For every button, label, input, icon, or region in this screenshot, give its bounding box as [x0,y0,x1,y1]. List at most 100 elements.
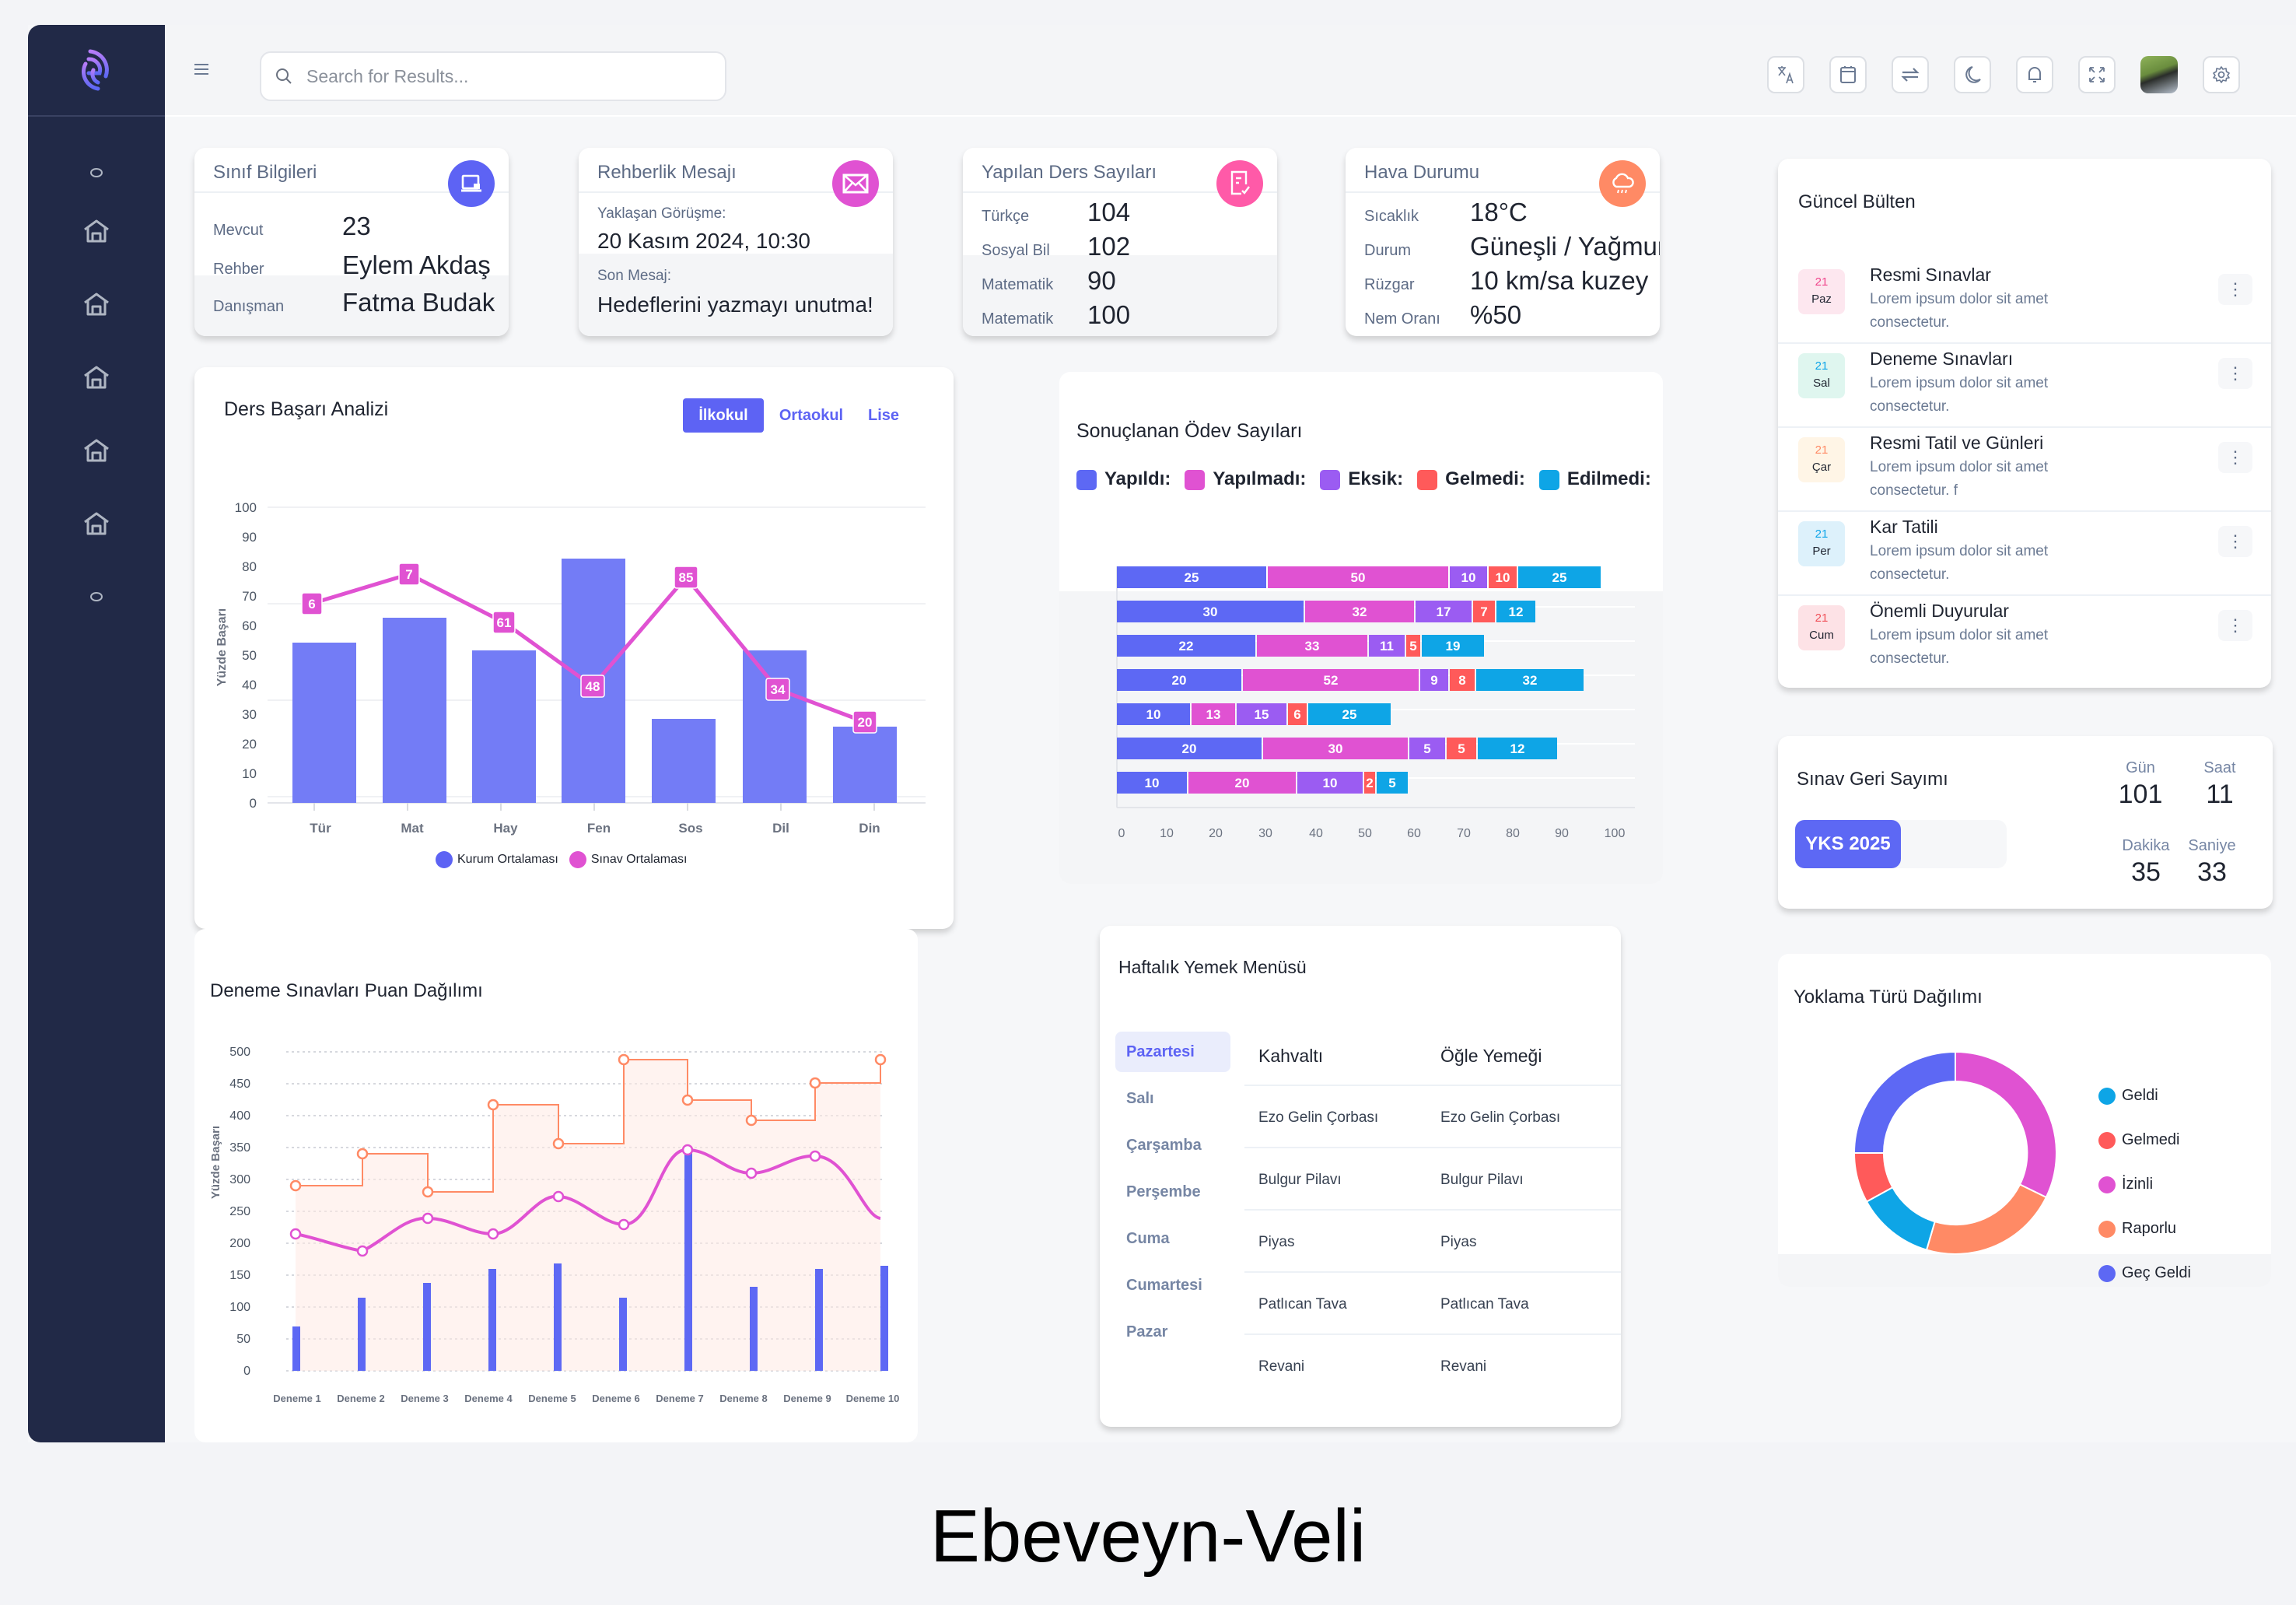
language-button[interactable] [1767,56,1804,93]
list-item[interactable]: 21 Per Kar Tatili Lorem ipsum dolor sit a… [1778,512,2271,596]
svg-text:Fen: Fen [587,821,611,836]
card-title: Sınıf Bilgileri [213,162,317,183]
more-button[interactable]: ⋮ [2218,358,2252,389]
sidebar-item-home-3[interactable] [28,358,165,397]
logo[interactable] [28,25,165,117]
day-tab-cumartesi[interactable]: Cumartesi [1126,1276,1202,1294]
legend-raporlu[interactable]: Raporlu [2098,1207,2191,1251]
menu-toggle-button[interactable] [190,58,213,81]
more-button[interactable]: ⋮ [2218,442,2252,473]
kebab-icon: ⋮ [2227,363,2244,383]
svg-text:100: 100 [229,1301,250,1314]
sidebar-item-home-2[interactable] [28,285,165,324]
legend-sinav[interactable]: Sınav Ortalaması [569,851,687,868]
day-tab-cuma[interactable]: Cuma [1126,1229,1170,1247]
legend-eksik[interactable]: Eksik: [1320,468,1403,490]
cell: Bulgur Pilavı [1440,1172,1524,1188]
settings-button[interactable] [2203,56,2240,93]
hamburger-icon [194,64,208,75]
dark-mode-button[interactable] [1954,56,1991,93]
list-item[interactable]: 21 Sal Deneme Sınavları Lorem ipsum dolor… [1778,344,2271,428]
day-tab-sali[interactable]: Salı [1126,1089,1154,1107]
sidebar-item-circle-top[interactable] [28,153,165,192]
search-input[interactable] [306,65,680,87]
kebab-icon: ⋮ [2227,531,2244,551]
more-button[interactable]: ⋮ [2218,610,2252,641]
legend-gec-geldi[interactable]: Geç Geldi [2098,1251,2191,1287]
legend-izinli[interactable]: İzinli [2098,1162,2191,1207]
more-button[interactable]: ⋮ [2218,526,2252,557]
legend-gelmedi[interactable]: Gelmedi: [1417,468,1525,490]
chart-title: Ders Başarı Analizi [224,398,389,420]
weekday: Paz [1811,293,1832,306]
day-tab-persembe[interactable]: Perşembe [1126,1183,1201,1200]
sidebar-item-home-1[interactable] [28,212,165,251]
list-item[interactable]: 21 Cum Önemli Duyurular Lorem ipsum dolor… [1778,596,2271,680]
legend-edilmedi[interactable]: Edilmedi: [1538,468,1651,490]
value: Eylem Akdaş [342,251,491,279]
legend-kurum[interactable]: Kurum Ortalaması [436,851,558,868]
list-item[interactable]: 21 Paz Resmi Sınavlar Lorem ipsum dolor s… [1778,260,2271,344]
legend-geldi[interactable]: Geldi [2098,1074,2191,1118]
card-yoklama: Yoklama Türü Dağılımı Geldi Gelmedi İzin… [1778,954,2271,1287]
day-tab-pazar[interactable]: Pazar [1126,1323,1168,1340]
date-badge: 21 Paz [1798,269,1845,314]
chart-title: Sonuçlanan Ödev Sayıları [1076,420,1303,442]
svg-text:Sos: Sos [678,821,702,836]
legend-gelmedi[interactable]: Gelmedi [2098,1118,2191,1162]
divider [579,191,893,193]
calendar-button[interactable] [1829,56,1867,93]
svg-text:17: 17 [1437,605,1451,619]
tab-ortaokul[interactable]: Ortaokul [779,406,844,424]
legend-label: Yapıldı: [1104,468,1171,489]
legend-label: Raporlu [2122,1220,2177,1237]
label: Rehber [213,261,264,278]
day-tab-pazartesi[interactable]: Pazartesi [1115,1032,1230,1072]
legend-label: İzinli [2122,1176,2154,1193]
row-turkce: Türkçe 104 [982,198,1130,227]
tab-lise[interactable]: Lise [867,406,900,424]
card-footer-bg [579,254,893,336]
day-tab-carsamba[interactable]: Çarşamba [1126,1136,1202,1154]
svg-text:350: 350 [229,1141,250,1155]
legend-dot [569,851,586,868]
tab-ilkokul[interactable]: İlkokul [683,398,764,433]
svg-text:30: 30 [1328,741,1343,756]
fullscreen-button[interactable] [2078,56,2116,93]
svg-text:Deneme 8: Deneme 8 [719,1393,767,1404]
svg-text:80: 80 [1506,827,1520,840]
card-title: Güncel Bülten [1798,191,1916,212]
label: Mevcut [213,222,264,239]
legend-dot [2098,1264,2116,1282]
cell: Revani [1440,1358,1487,1375]
yoklama-donut-chart [1853,1050,2057,1255]
legend-dot [2098,1131,2116,1149]
sidebar-item-home-5[interactable] [28,504,165,543]
svg-text:25: 25 [1552,570,1567,585]
svg-text:20: 20 [242,737,257,752]
svg-text:10: 10 [1323,776,1338,790]
unit-value: 35 [2131,857,2161,887]
svg-text:80: 80 [242,559,257,574]
list-item[interactable]: 21 Çar Resmi Tatil ve Günleri Lorem ipsum… [1778,428,2271,512]
svg-text:Yüzde Başarı: Yüzde Başarı [209,1126,222,1199]
legend-yapildi[interactable]: Yapıldı: [1076,468,1171,490]
cell: Piyas [1440,1234,1477,1250]
svg-text:40: 40 [242,678,257,692]
item-title: Resmi Sınavlar [1870,265,1991,285]
card-footer-bg [194,275,509,336]
legend-yapilmadi[interactable]: Yapılmadı: [1185,468,1306,490]
swap-button[interactable] [1892,56,1929,93]
day: 21 [1815,275,1829,289]
sidebar-item-home-4[interactable] [28,431,165,470]
svg-text:0: 0 [1118,827,1125,840]
day: 21 [1815,612,1829,625]
search-bar[interactable] [260,51,726,101]
notifications-button[interactable] [2016,56,2053,93]
kebab-icon: ⋮ [2227,279,2244,299]
row-sosyal: Sosyal Bil 102 [982,232,1130,261]
sidebar-item-circle-bottom[interactable] [28,577,165,616]
avatar[interactable] [2140,56,2178,93]
more-button[interactable]: ⋮ [2218,274,2252,305]
